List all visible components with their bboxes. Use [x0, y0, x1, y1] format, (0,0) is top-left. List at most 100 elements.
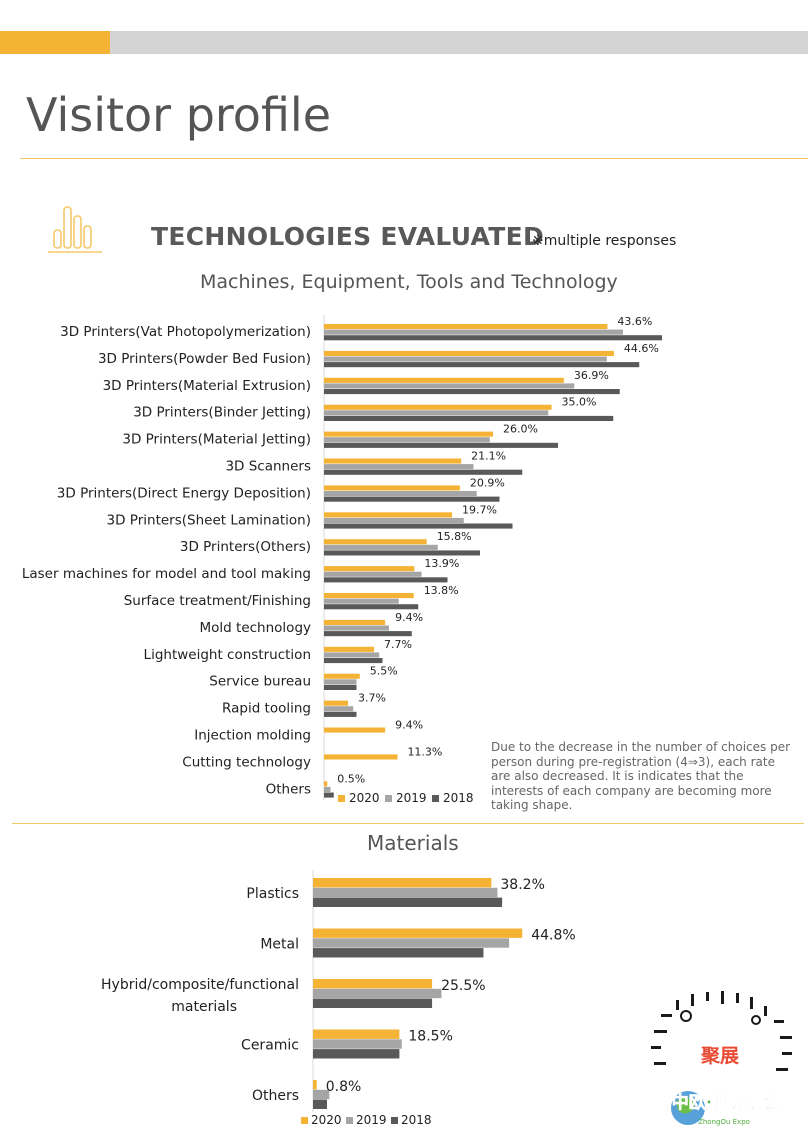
category-label: Hybrid/composite/functional [101, 977, 299, 993]
category-label: 3D Printers(Others) [180, 539, 311, 555]
bar-2018 [324, 631, 412, 637]
bar-2019 [324, 679, 357, 685]
bar-2020 [324, 512, 453, 518]
bar-2019 [324, 517, 464, 523]
bar-2020 [324, 377, 564, 383]
category-label: Others [252, 1088, 299, 1104]
bar-2018 [313, 897, 503, 907]
bar-2020 [324, 646, 375, 652]
bar-2019 [324, 464, 474, 470]
bar-2020 [324, 781, 328, 787]
bar-2019 [313, 1039, 402, 1049]
category-label: Lightweight construction [144, 647, 311, 663]
data-label: 18.5% [408, 1029, 452, 1045]
category-label: Rapid tooling [222, 701, 311, 717]
data-label: 11.3% [407, 745, 442, 758]
data-label: 20.9% [470, 476, 505, 489]
category-label: Mold technology [200, 620, 311, 636]
bar-2020 [324, 593, 414, 599]
bar-2020 [324, 324, 608, 330]
bar-2020 [313, 878, 492, 888]
bar-2018 [313, 1049, 400, 1059]
bar-2018 [324, 550, 480, 556]
legend-swatch-2018 [391, 1117, 398, 1124]
legend-label: 2020 [349, 791, 380, 805]
bar-2018 [313, 1099, 328, 1109]
bar-2020 [324, 404, 552, 410]
data-label: 26.0% [503, 423, 538, 436]
data-label: 13.8% [424, 584, 459, 597]
data-label: 25.5% [441, 978, 485, 994]
bar-2019 [324, 598, 399, 604]
data-label: 21.1% [471, 450, 506, 463]
category-label: 3D Printers(Vat Photopolymerization) [60, 324, 311, 340]
legend-label: 2019 [396, 791, 427, 805]
bar-2018 [324, 496, 500, 502]
legend-label: 2018 [401, 1113, 432, 1127]
section-divider [12, 823, 804, 824]
data-label: 44.8% [531, 928, 575, 944]
category-label: 3D Printers(Powder Bed Fusion) [98, 351, 311, 367]
category-label: materials [171, 999, 237, 1015]
bar-2020 [324, 566, 415, 572]
category-label: Injection molding [194, 728, 311, 744]
bar-2018 [324, 415, 614, 421]
bar-2019 [324, 491, 477, 497]
bar-2020 [313, 928, 523, 938]
bar-2019 [313, 938, 510, 948]
category-label: 3D Scanners [225, 459, 311, 475]
bar-2020 [324, 458, 462, 464]
category-label: 3D Printers(Material Jetting) [122, 432, 311, 448]
bar-2018 [324, 362, 640, 368]
bar-2019 [324, 652, 380, 658]
bar-2018 [324, 604, 419, 610]
data-label: 43.6% [617, 315, 652, 328]
legend-swatch-2020 [301, 1117, 308, 1124]
bar-2019 [313, 988, 442, 999]
legend-swatch-2019 [385, 795, 392, 802]
page-title: Visitor profile [26, 88, 331, 142]
category-label: 3D Printers(Direct Energy Deposition) [57, 485, 311, 501]
bar-2019 [324, 356, 607, 362]
category-label: Surface treatment/Finishing [124, 593, 311, 609]
bar-2018 [324, 658, 383, 664]
bar-2019 [324, 625, 389, 631]
data-label: 5.5% [370, 665, 398, 678]
category-label: 3D Printers(Binder Jetting) [133, 405, 311, 421]
bar-2018 [324, 389, 620, 395]
machines-chart-title: Machines, Equipment, Tools and Technolog… [200, 271, 618, 293]
category-label: Metal [260, 937, 299, 953]
legend-swatch-2020 [338, 795, 345, 802]
bar-2018 [313, 998, 433, 1008]
zhongou-expo-watermark: 聚展 中欧·世界展会 ZhongOu Expo [651, 991, 792, 1126]
data-label: 13.9% [424, 557, 459, 570]
bar-2019 [324, 544, 438, 550]
multiple-responses-note: ※multiple responses [532, 233, 677, 249]
bar-2018 [324, 577, 448, 583]
legend-label: 2020 [311, 1113, 342, 1127]
bar-2019 [313, 1089, 330, 1100]
bar-2020 [324, 673, 360, 679]
data-label: 9.4% [395, 611, 423, 624]
category-label: 3D Printers(Material Extrusion) [103, 378, 311, 394]
category-label: Others [266, 781, 311, 797]
bar-2020 [313, 979, 433, 989]
bar-2018 [324, 711, 357, 717]
bar-2020 [324, 619, 386, 625]
bar-2020 [313, 1029, 400, 1039]
data-label: 36.9% [574, 369, 609, 382]
materials-bar-chart: Plastics 38.2% Metal 44.8% Hybrid/composite/… [101, 870, 576, 1127]
materials-chart-title: Materials [367, 831, 459, 855]
data-label: 0.8% [326, 1079, 362, 1095]
data-label: 35.0% [562, 396, 597, 409]
data-label: 7.7% [384, 638, 412, 651]
category-label: Cutting technology [182, 754, 311, 770]
bar-2020 [324, 700, 349, 706]
bar-2020 [313, 1080, 317, 1090]
footnote-text: Due to the decrease in the number of cho… [491, 740, 791, 812]
bar-2018 [324, 684, 357, 690]
data-label: 0.5% [337, 772, 365, 785]
bar-2020 [324, 727, 386, 733]
category-label: Ceramic [241, 1038, 299, 1054]
bar-2019 [313, 887, 498, 898]
